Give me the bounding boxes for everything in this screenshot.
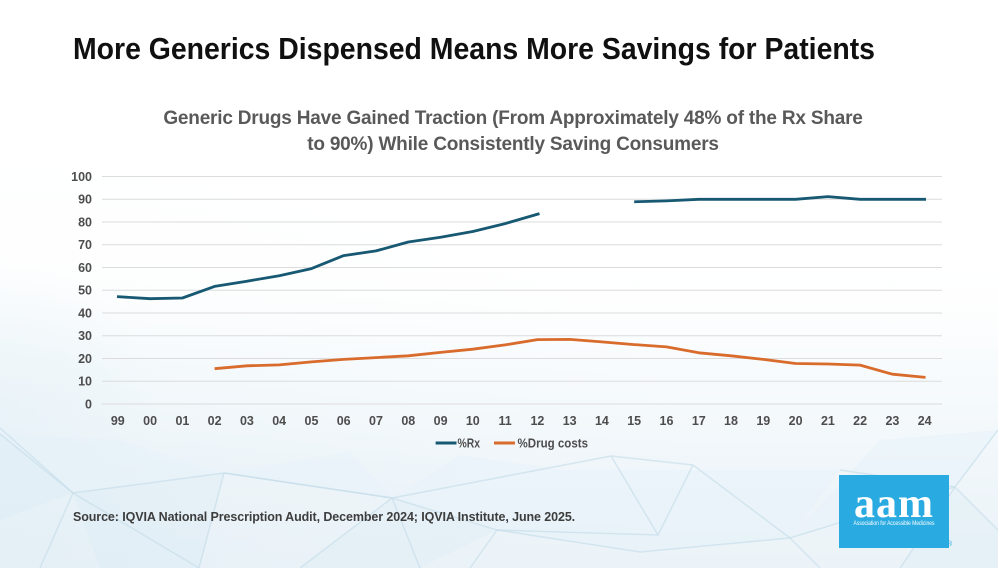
svg-text:07: 07: [369, 414, 383, 428]
svg-text:08: 08: [401, 414, 415, 428]
svg-text:23: 23: [885, 414, 899, 428]
svg-text:60: 60: [78, 261, 92, 275]
svg-text:11: 11: [498, 414, 511, 428]
svg-text:10: 10: [466, 414, 480, 428]
svg-text:15: 15: [627, 414, 641, 428]
svg-text:09: 09: [434, 414, 448, 428]
svg-text:02: 02: [208, 414, 222, 428]
svg-text:05: 05: [305, 414, 319, 428]
svg-text:50: 50: [78, 284, 92, 298]
svg-text:100: 100: [71, 170, 92, 184]
svg-text:90: 90: [78, 193, 92, 207]
svg-text:17: 17: [692, 414, 706, 428]
svg-text:20: 20: [78, 352, 92, 366]
svg-text:12: 12: [530, 414, 544, 428]
svg-text:%Drug costs: %Drug costs: [518, 437, 589, 451]
svg-text:80: 80: [78, 216, 92, 230]
svg-text:04: 04: [272, 414, 286, 428]
svg-text:00: 00: [143, 414, 157, 428]
svg-text:18: 18: [724, 414, 738, 428]
svg-text:19: 19: [756, 414, 770, 428]
svg-text:70: 70: [78, 238, 92, 252]
svg-text:20: 20: [789, 414, 803, 428]
svg-text:03: 03: [240, 414, 254, 428]
svg-text:16: 16: [660, 414, 674, 428]
svg-text:99: 99: [111, 414, 125, 428]
svg-text:21: 21: [821, 414, 835, 428]
svg-text:24: 24: [918, 414, 932, 428]
svg-text:30: 30: [78, 329, 92, 343]
svg-text:01: 01: [175, 414, 189, 428]
svg-text:13: 13: [563, 414, 577, 428]
svg-text:14: 14: [595, 414, 609, 428]
svg-text:06: 06: [337, 414, 351, 428]
svg-text:0: 0: [85, 398, 92, 412]
svg-text:10: 10: [78, 375, 92, 389]
svg-text:22: 22: [853, 414, 867, 428]
svg-text:%Rx: %Rx: [458, 437, 481, 451]
svg-text:40: 40: [78, 307, 92, 321]
